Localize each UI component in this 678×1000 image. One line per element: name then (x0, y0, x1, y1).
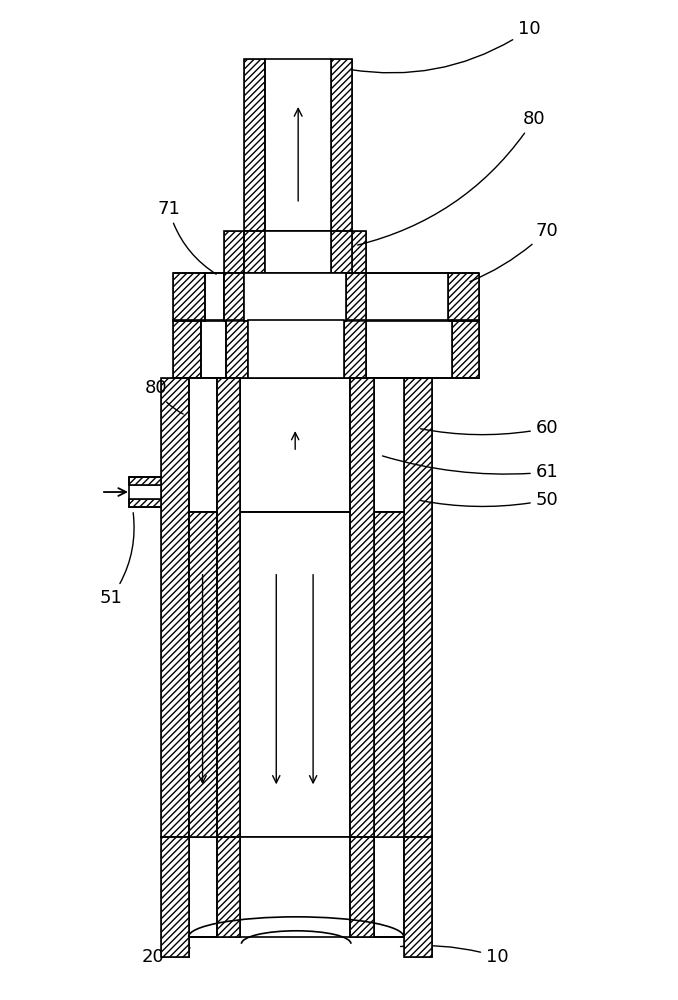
Bar (344, 320, 366, 378)
Bar (331, 231, 352, 273)
Bar (216, 378, 241, 837)
Bar (350, 837, 374, 937)
Bar (129, 477, 161, 485)
Bar (265, 231, 331, 273)
Bar (129, 477, 161, 507)
Bar (224, 273, 244, 320)
Text: 10: 10 (401, 946, 508, 966)
Bar (188, 512, 216, 837)
Bar (216, 837, 241, 937)
Bar (201, 320, 226, 378)
Bar (188, 378, 216, 512)
Bar (350, 378, 374, 837)
Bar (161, 378, 188, 837)
Bar (244, 231, 265, 273)
Bar (241, 512, 350, 837)
Bar (346, 273, 366, 320)
Bar (226, 320, 248, 378)
Bar (452, 320, 479, 378)
Text: 10: 10 (351, 20, 540, 73)
Bar (344, 320, 366, 378)
Text: 80: 80 (357, 110, 546, 245)
Bar (248, 320, 344, 378)
Text: 51: 51 (100, 513, 134, 607)
Bar (216, 378, 241, 837)
Text: 70: 70 (470, 222, 559, 282)
Bar (346, 273, 366, 320)
Bar (374, 512, 403, 837)
Bar (173, 273, 205, 320)
Bar (205, 273, 224, 320)
Bar (350, 837, 374, 937)
Bar (173, 320, 201, 378)
Bar (161, 837, 188, 957)
Bar (224, 231, 244, 273)
Text: 80: 80 (144, 379, 183, 414)
Bar (173, 273, 205, 320)
Bar (244, 59, 265, 231)
Bar (129, 499, 161, 507)
Bar (173, 320, 201, 378)
Bar (265, 59, 331, 231)
Bar (241, 378, 350, 512)
Bar (350, 378, 374, 837)
Text: 60: 60 (420, 419, 559, 437)
Bar (346, 231, 366, 273)
Bar (403, 837, 432, 957)
Bar (161, 837, 188, 957)
Bar (366, 320, 452, 378)
Bar (226, 320, 248, 378)
Bar (224, 231, 244, 273)
Bar (403, 378, 432, 837)
Text: 20: 20 (142, 948, 190, 966)
Bar (244, 59, 265, 231)
Bar (374, 512, 403, 837)
Bar (129, 499, 161, 507)
Bar (331, 231, 352, 273)
Bar (244, 231, 346, 273)
Bar (188, 837, 216, 937)
Bar (403, 837, 432, 957)
Bar (331, 59, 352, 231)
Bar (224, 273, 244, 320)
Bar (244, 273, 346, 320)
Bar (403, 378, 432, 837)
Bar (346, 273, 447, 320)
Bar (374, 378, 403, 512)
Bar (447, 273, 479, 320)
Text: 71: 71 (157, 200, 216, 274)
Bar (161, 378, 188, 837)
Bar (188, 512, 216, 837)
Bar (346, 231, 366, 273)
Bar (216, 837, 241, 937)
Bar (447, 273, 479, 320)
Text: 50: 50 (420, 491, 559, 509)
Bar (374, 837, 403, 937)
Bar (241, 837, 350, 937)
Bar (244, 231, 265, 273)
Text: 61: 61 (382, 456, 559, 481)
Bar (452, 320, 479, 378)
Bar (331, 59, 352, 231)
Bar (129, 477, 161, 485)
